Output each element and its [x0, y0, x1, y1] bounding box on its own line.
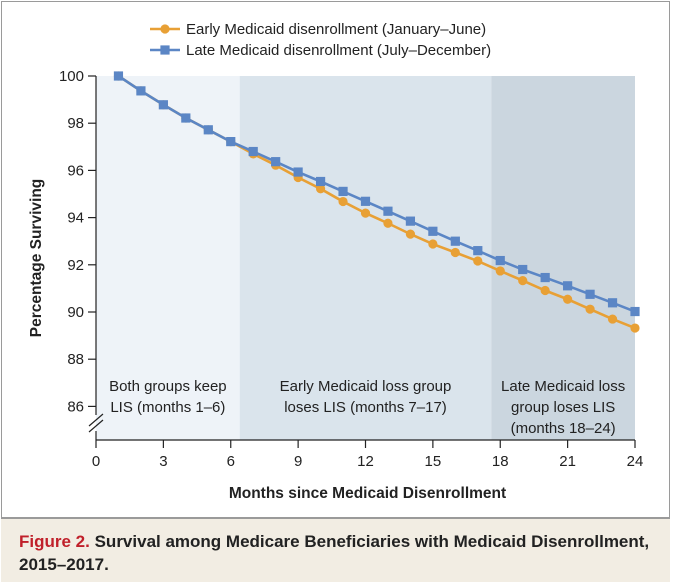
series-2-point-2: [136, 86, 146, 96]
axes: 86 88 90 92 94 96 98 100 0 3 6 9 12 15 18 21 24: [59, 68, 643, 470]
x-tick-label-18: 18: [492, 453, 509, 470]
series-2-point-18: [495, 255, 505, 266]
legend-1-marker: [160, 24, 170, 34]
figure-caption: Figure 2. Survival among Medicare Benefi…: [1, 517, 670, 582]
series-1-point-13: [383, 218, 393, 228]
x-tick-label-24: 24: [627, 453, 644, 470]
series-1-point-19: [518, 276, 528, 286]
region-2-label-line-1: Early Medicaid loss group: [280, 378, 452, 395]
series-1-point-20: [540, 285, 550, 296]
series-2-point-24: [630, 306, 640, 317]
y-tick-label-86: 86: [67, 398, 84, 415]
figure-caption-text: Survival among Medicare Beneficiaries wi…: [19, 532, 650, 574]
y-tick-label-96: 96: [67, 162, 84, 179]
series-2-point-19: [518, 264, 528, 275]
series-2-point-22: [585, 289, 595, 299]
series-2-point-3: [158, 100, 168, 110]
region-1-band: [96, 76, 240, 440]
legend-2-label: Late Medicaid disenrollment (July–Decemb…: [186, 42, 491, 59]
series-2-point-9: [293, 167, 303, 177]
axis-break-mark-2: [88, 419, 104, 433]
survival-chart: Both groups keep LIS (months 1–6) Early Me…: [28, 21, 643, 502]
series-2-point-15: [428, 226, 438, 236]
axis-labels: Months since Medicaid Disenrollment Perce…: [28, 179, 506, 502]
series-2-point-11: [338, 186, 348, 197]
series-2-point-23: [607, 298, 618, 308]
y-tick-label-94: 94: [67, 210, 84, 227]
y-tick-label-100: 100: [59, 68, 84, 85]
region-2-label-line-2: loses LIS (months 7–17): [284, 399, 447, 416]
series-2-point-10: [315, 176, 326, 187]
series-2-point-17: [473, 246, 483, 256]
x-tick-label-3: 3: [159, 453, 167, 470]
y-tick-label-92: 92: [67, 257, 84, 274]
series-1-point-21: [563, 294, 573, 304]
series-1-point-14: [405, 229, 416, 239]
region-3-label-line-1: Late Medicaid loss: [501, 378, 625, 395]
y-axis-title: Percentage Surviving: [28, 179, 45, 338]
region-1-label-line-1: Both groups keep: [109, 378, 227, 395]
y-tick-label-98: 98: [67, 115, 84, 132]
region-3-band: [491, 76, 635, 440]
x-tick-label-15: 15: [425, 453, 442, 470]
series-1-point-10: [315, 184, 326, 194]
region-3-label-line-2: group loses LIS: [511, 399, 615, 416]
series-1-point-23: [607, 314, 618, 324]
region-1-label-line-2: LIS (months 1–6): [110, 399, 225, 416]
y-tick-label-88: 88: [67, 351, 84, 368]
x-tick-label-6: 6: [227, 453, 235, 470]
x-axis-title: Months since Medicaid Disenrollment: [229, 485, 506, 502]
series-2-point-21: [563, 281, 573, 291]
legend-1-label: Early Medicaid disenrollment (January–Ju…: [186, 21, 486, 38]
series-1-point-22: [585, 304, 595, 314]
series-1-point-15: [428, 239, 438, 249]
series-2-point-13: [383, 206, 393, 216]
series-2-point-1: [113, 71, 124, 81]
x-tick-label-9: 9: [294, 453, 302, 470]
series-2-point-7: [248, 146, 258, 157]
series-2-point-8: [271, 157, 281, 167]
x-tick-label-21: 21: [559, 453, 576, 470]
legend-2-marker: [160, 45, 170, 55]
figure-label: Figure 2.: [19, 532, 90, 551]
series-1-point-11: [338, 196, 348, 207]
series-2-point-16: [450, 236, 460, 246]
series-2-point-4: [181, 113, 191, 123]
series-1-point-12: [360, 208, 371, 218]
series-2-point-6: [226, 137, 236, 147]
series-1-point-17: [473, 256, 483, 266]
y-tick-label-90: 90: [67, 304, 84, 321]
series-1-point-24: [630, 323, 640, 333]
series-lines: [113, 71, 640, 333]
x-tick-label-0: 0: [92, 453, 100, 470]
series-2-point-5: [203, 125, 213, 135]
series-1-point-16: [450, 247, 460, 258]
region-2-band: [239, 76, 492, 440]
region-3-label-line-3: (months 18–24): [511, 420, 616, 437]
legend: Early Medicaid disenrollment (January–Ju…: [150, 21, 491, 59]
series-1-point-18: [495, 266, 505, 276]
axis-break-mark-1: [88, 413, 104, 427]
series-2-point-20: [540, 272, 550, 283]
background-regions: Both groups keep LIS (months 1–6) Early Me…: [96, 76, 635, 440]
series-2-point-12: [360, 196, 371, 206]
series-2-point-14: [405, 216, 416, 226]
x-tick-label-12: 12: [357, 453, 374, 470]
